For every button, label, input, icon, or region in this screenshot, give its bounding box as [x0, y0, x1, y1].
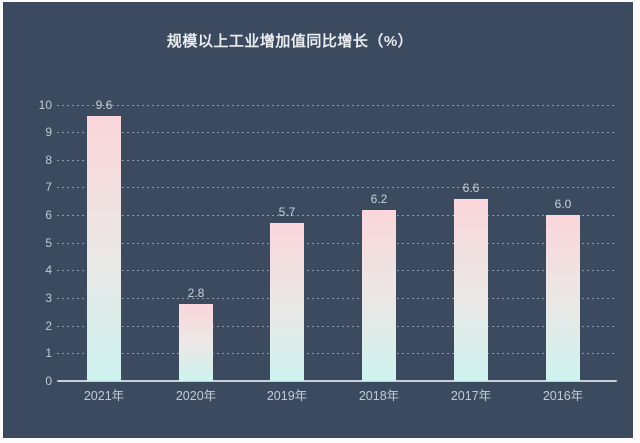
y-axis-tick-label: 2 — [45, 319, 52, 333]
y-axis-tick-label: 3 — [45, 291, 52, 305]
bar — [87, 116, 121, 381]
y-axis-tick-label: 7 — [45, 180, 52, 194]
bar-value-label: 2.8 — [187, 286, 205, 300]
gridline-dotted — [57, 187, 615, 188]
gridline-dotted — [57, 160, 615, 161]
bar — [454, 199, 488, 381]
y-axis-tick-label: 6 — [45, 208, 52, 222]
bar-value-label: 9.6 — [95, 98, 113, 112]
y-axis-tick-label: 4 — [45, 263, 52, 277]
bar — [179, 304, 213, 381]
x-axis-category-label: 2017年 — [450, 389, 492, 403]
gridline-dotted — [57, 298, 615, 299]
x-axis-category-label: 2021年 — [83, 389, 125, 403]
x-axis-category-label: 2020年 — [175, 389, 217, 403]
bar-value-label: 5.7 — [278, 205, 296, 219]
gridline-dotted — [57, 326, 615, 327]
chart-title: 规模以上工业增加值同比增长（%） — [166, 33, 414, 50]
bar-value-label: 6.2 — [370, 192, 388, 206]
bar — [362, 210, 396, 381]
y-axis-tick-label: 9 — [45, 125, 52, 139]
gridline-dotted — [57, 215, 615, 216]
bar — [270, 223, 304, 381]
gridline-dotted — [57, 243, 615, 244]
bar — [546, 215, 580, 381]
x-axis-category-label: 2018年 — [358, 389, 400, 403]
gridline-dotted — [57, 132, 615, 133]
x-axis-category-label: 2019年 — [266, 389, 308, 403]
x-axis-category-label: 2016年 — [542, 389, 584, 403]
gridline-dotted — [57, 270, 615, 271]
bar-value-label: 6.0 — [554, 197, 572, 211]
y-axis-tick-label: 10 — [38, 98, 52, 112]
y-axis-tick-label: 5 — [45, 236, 52, 250]
y-axis-tick-label: 8 — [45, 153, 52, 167]
y-axis-tick-label: 0 — [45, 374, 52, 388]
y-axis-tick-label: 1 — [45, 346, 52, 360]
bar-value-label: 6.6 — [462, 181, 480, 195]
gridline-dotted — [57, 105, 615, 106]
x-axis-line — [57, 380, 617, 382]
gridline-dotted — [57, 353, 615, 354]
